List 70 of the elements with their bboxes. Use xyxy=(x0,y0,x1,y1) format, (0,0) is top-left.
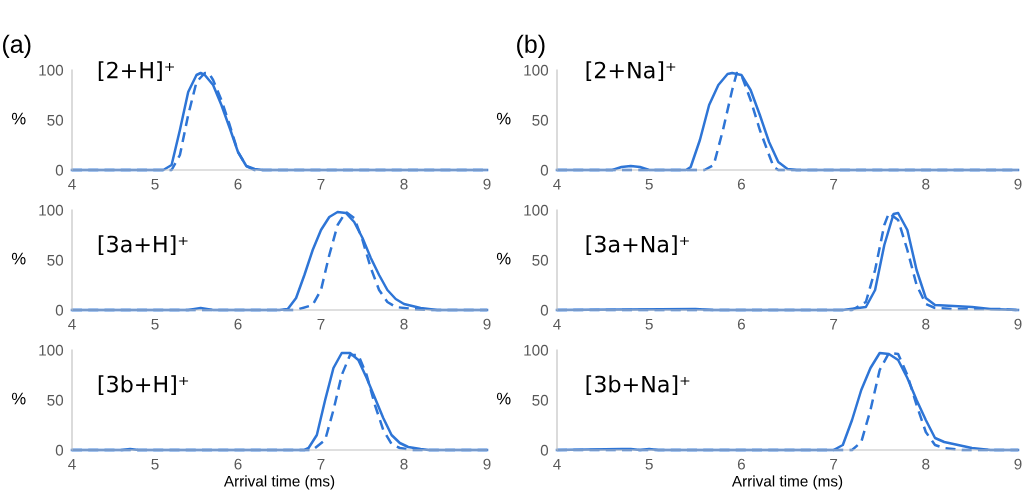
x-tick-label: 8 xyxy=(922,178,930,190)
y-tick-label: 100 xyxy=(39,344,64,356)
x-tick-label: 8 xyxy=(922,458,930,470)
x-tick-label: 9 xyxy=(483,458,491,470)
x-axis-title: Arrival time (ms) xyxy=(731,475,843,490)
chart-title: (b) xyxy=(517,34,545,58)
x-tick-label: 5 xyxy=(645,178,653,190)
y-axis-title: % xyxy=(496,392,511,405)
y-tick-label: 0 xyxy=(540,164,549,176)
x-tick-label: 5 xyxy=(151,458,159,470)
y-tick-label: 50 xyxy=(532,394,549,406)
annotation: [3a+H]⁺ xyxy=(98,235,188,256)
x-tick-label: 9 xyxy=(483,318,491,330)
y-tick-label: 50 xyxy=(532,254,549,266)
x-tick-label: 7 xyxy=(317,318,325,330)
x-tick-label: 7 xyxy=(830,178,838,190)
annotation: [3b+Na]⁺ xyxy=(586,375,690,396)
y-tick-label: 100 xyxy=(524,204,549,216)
annotation: [2+H]⁺ xyxy=(98,61,174,82)
x-tick-label: 9 xyxy=(1014,178,1022,190)
x-tick-label: 6 xyxy=(737,318,745,330)
x-tick-label: 4 xyxy=(553,458,561,470)
x-tick-label: 6 xyxy=(737,178,745,190)
x-tick-label: 6 xyxy=(737,458,745,470)
y-tick-label: 50 xyxy=(47,114,64,126)
x-tick-label: 7 xyxy=(830,318,838,330)
x-tick-label: 8 xyxy=(922,318,930,330)
x-tick-label: 4 xyxy=(553,318,561,330)
y-tick-label: 0 xyxy=(55,164,64,176)
x-tick-label: 7 xyxy=(830,458,838,470)
y-axis-title: % xyxy=(11,392,26,405)
chart-title: (a) xyxy=(3,34,31,58)
annotation: [3b+H]⁺ xyxy=(98,375,189,396)
x-tick-label: 8 xyxy=(400,318,408,330)
x-tick-label: 4 xyxy=(68,458,76,470)
y-axis-title: % xyxy=(496,112,511,125)
y-axis-title: % xyxy=(11,252,26,265)
x-tick-label: 6 xyxy=(234,458,242,470)
y-tick-label: 50 xyxy=(47,394,64,406)
y-tick-label: 0 xyxy=(540,444,549,456)
x-tick-label: 5 xyxy=(645,458,653,470)
y-tick-label: 0 xyxy=(55,444,64,456)
y-axis-title: % xyxy=(496,252,511,265)
y-tick-label: 100 xyxy=(39,204,64,216)
x-tick-label: 9 xyxy=(483,178,491,190)
x-tick-label: 4 xyxy=(68,318,76,330)
x-tick-label: 8 xyxy=(400,178,408,190)
y-tick-label: 100 xyxy=(524,344,549,356)
x-tick-label: 7 xyxy=(317,458,325,470)
x-tick-label: 5 xyxy=(645,318,653,330)
x-tick-label: 5 xyxy=(151,178,159,190)
y-axis-title: % xyxy=(11,112,26,125)
x-tick-label: 6 xyxy=(234,318,242,330)
annotation: [2+Na]⁺ xyxy=(586,61,676,82)
x-tick-label: 9 xyxy=(1014,458,1022,470)
y-tick-label: 100 xyxy=(524,64,549,76)
x-tick-label: 8 xyxy=(400,458,408,470)
y-tick-label: 50 xyxy=(532,114,549,126)
x-tick-label: 4 xyxy=(553,178,561,190)
x-tick-label: 4 xyxy=(68,178,76,190)
x-tick-label: 9 xyxy=(1014,318,1022,330)
x-axis-title: Arrival time (ms) xyxy=(223,475,335,490)
y-tick-label: 0 xyxy=(55,304,64,316)
y-tick-label: 50 xyxy=(47,254,64,266)
y-tick-label: 0 xyxy=(540,304,549,316)
x-tick-label: 5 xyxy=(151,318,159,330)
y-tick-label: 100 xyxy=(39,64,64,76)
x-tick-label: 7 xyxy=(317,178,325,190)
x-tick-label: 6 xyxy=(234,178,242,190)
annotation: [3a+Na]⁺ xyxy=(586,235,689,256)
